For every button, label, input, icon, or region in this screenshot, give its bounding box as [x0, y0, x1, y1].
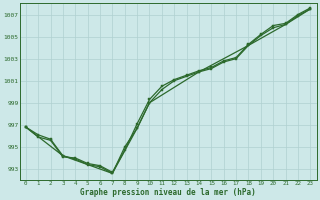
X-axis label: Graphe pression niveau de la mer (hPa): Graphe pression niveau de la mer (hPa)	[80, 188, 256, 197]
